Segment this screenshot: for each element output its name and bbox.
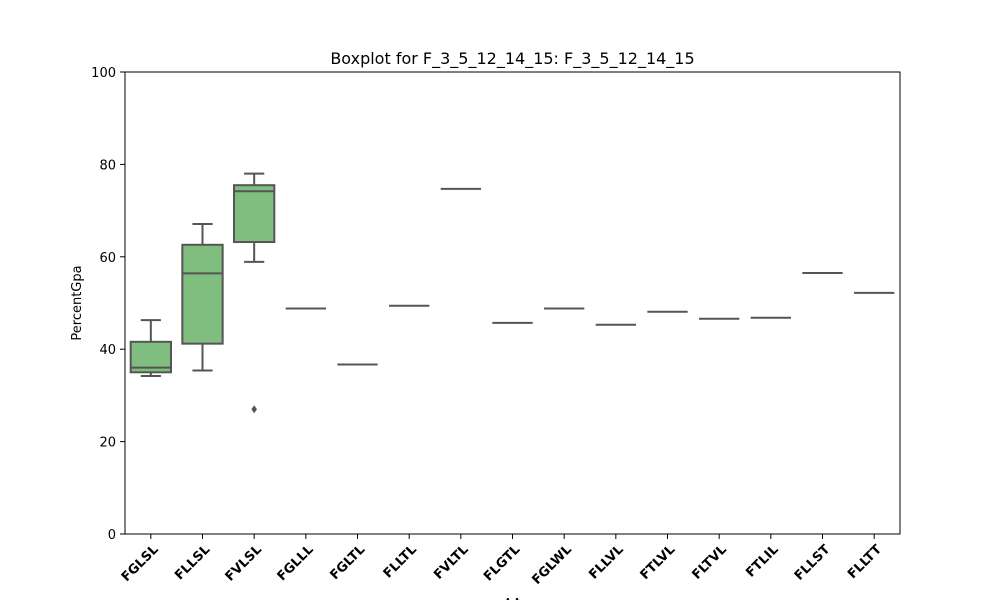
x-tick-label: FLLVL [586, 542, 626, 582]
x-tick-label: FLGTL [481, 542, 523, 584]
x-tick-label: FLTVL [690, 542, 730, 582]
box-iqr [233, 184, 276, 244]
x-tick-label: FLLST [792, 542, 834, 584]
x-tick-label: FLLTL [381, 542, 420, 581]
y-tick-label: 40 [99, 343, 116, 358]
y-tick-label: 0 [108, 528, 116, 543]
x-tick-label: FGLSL [119, 542, 162, 585]
x-tick-label: FLLTT [845, 542, 885, 582]
x-tick-label: FVLSL [223, 542, 265, 584]
y-tick-label: 60 [99, 251, 116, 266]
x-tick-label: FGLWL [529, 542, 575, 588]
x-tick-label: FGLLL [275, 542, 317, 584]
x-tick-label: FTLIL [743, 542, 781, 580]
y-tick-label: 80 [99, 158, 116, 173]
plot-area: 0 20 40 60 80 100 FGLSL FLLSL FVLSL FGLLL FGLTL FLL… [91, 66, 901, 588]
y-tick-label: 20 [99, 436, 116, 451]
box-iqr [181, 243, 224, 345]
chart-title: Boxplot for F_3_5_12_14_15: F_3_5_12_14_… [330, 49, 694, 69]
x-tick-label: FGLTL [327, 542, 368, 583]
y-tick-label: 100 [91, 66, 116, 81]
x-tick-label: FVLTL [431, 542, 471, 582]
x-tick-label: FLLSL [172, 542, 213, 583]
x-tick-label: FTLVL [638, 542, 679, 583]
plot-frame [124, 71, 901, 535]
outlier-point [251, 405, 257, 414]
y-axis-label: PercentGpa [70, 265, 85, 340]
